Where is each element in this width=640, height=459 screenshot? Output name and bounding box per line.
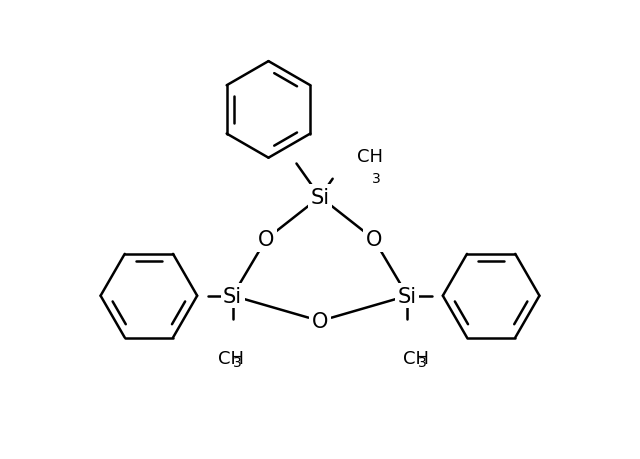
Text: O: O [312, 311, 328, 331]
Text: 3: 3 [418, 355, 427, 369]
Text: 3: 3 [233, 355, 242, 369]
Text: Si: Si [310, 187, 330, 207]
Text: Si: Si [223, 286, 242, 306]
Text: CH: CH [357, 147, 383, 165]
Text: O: O [258, 230, 275, 250]
Text: 3: 3 [372, 172, 381, 185]
Text: CH: CH [218, 349, 244, 367]
Text: O: O [365, 230, 382, 250]
Text: Si: Si [398, 286, 417, 306]
Text: CH: CH [403, 349, 429, 367]
